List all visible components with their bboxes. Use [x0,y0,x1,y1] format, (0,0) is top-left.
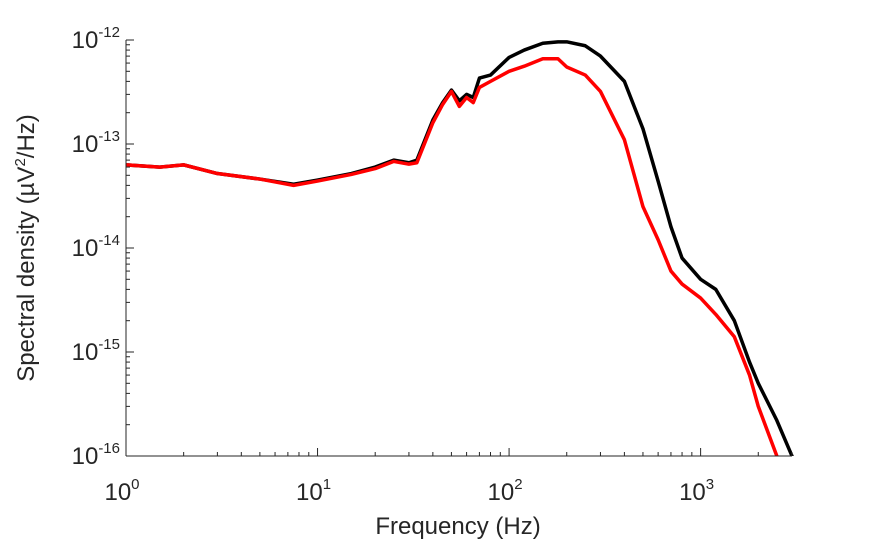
y-tick-label: 10-13 [72,128,120,158]
y-tick-label: 10-14 [72,232,120,262]
plot-area [126,40,794,456]
y-axis-title: Spectral density (µV2/Hz) [12,114,40,382]
y-tick-label: 10-16 [72,440,120,470]
x-tick-label: 100 [104,476,139,506]
y-tick-label: 10-12 [72,24,120,54]
axes: 100 101 102 103 10-16 10-15 10-14 10-13 10-12 [72,24,793,506]
x-tick-label: 101 [296,476,331,506]
x-axis-title: Frequency (Hz) [375,513,540,540]
y-axis-title-unit: /Hz) [13,114,40,158]
series-line-2 [126,57,779,456]
x-tick-label: 102 [488,476,523,506]
y-axis-title-main: Spectral density (µV [13,167,40,382]
x-tick-label: 103 [679,476,714,506]
y-axis-title-superscript: 2 [12,158,29,166]
y-tick-label: 10-15 [72,336,120,366]
